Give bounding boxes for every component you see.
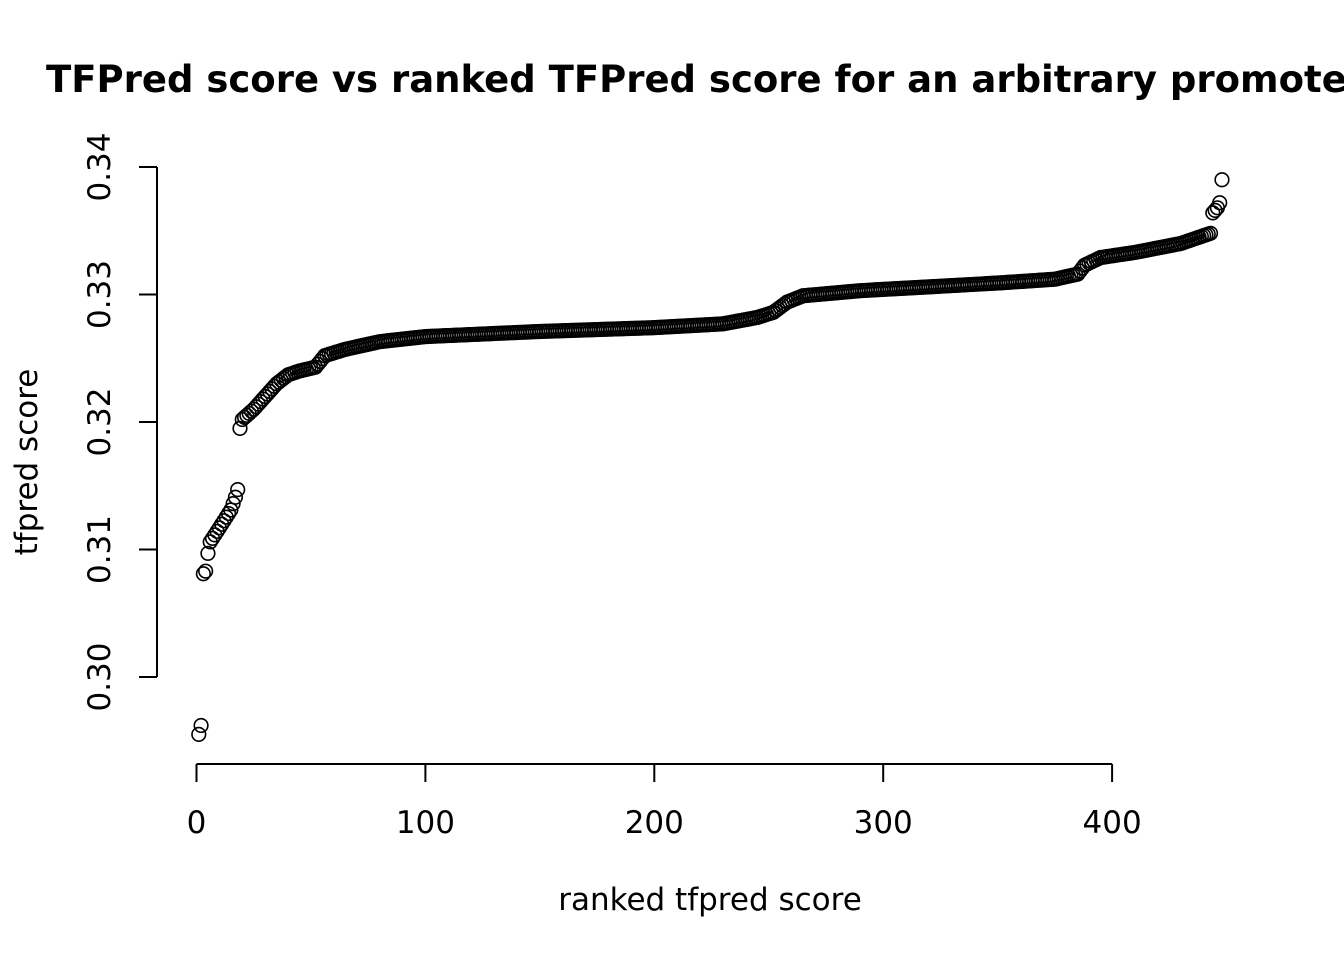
x-axis-label: ranked tfpred score (558, 882, 862, 918)
x-tick-label: 400 (1083, 805, 1142, 841)
x-tick-label: 100 (396, 805, 455, 841)
data-point (1207, 202, 1223, 218)
data-point (1214, 172, 1230, 188)
data-point (195, 566, 211, 582)
y-tick-label: 0.30 (82, 642, 118, 711)
data-point (227, 489, 244, 505)
data-point (225, 496, 241, 512)
y-tick-label: 0.32 (82, 387, 118, 456)
data-point (1202, 225, 1219, 241)
x-axis: 0 100 200 300 400 (187, 763, 1142, 841)
x-tick-label: 200 (625, 805, 684, 841)
y-axis: 0.30 0.31 0.32 0.33 0.34 (82, 132, 158, 712)
data-point (191, 726, 207, 742)
chart-title: TFPred score vs ranked TFPred score for … (46, 58, 1344, 101)
data-points (191, 172, 1230, 742)
y-axis-ticks: 0.30 0.31 0.32 0.33 0.34 (82, 132, 157, 712)
data-point (193, 717, 209, 734)
x-tick-label: 0 (187, 805, 207, 841)
data-point (220, 505, 237, 522)
data-point (230, 481, 246, 498)
data-point (198, 563, 214, 579)
data-point (1212, 195, 1228, 211)
x-tick-label: 300 (854, 805, 913, 841)
y-tick-label: 0.34 (82, 132, 118, 201)
x-axis-ticks: 0 100 200 300 400 (187, 764, 1142, 841)
data-point (1205, 205, 1221, 221)
y-tick-label: 0.31 (82, 515, 118, 584)
y-tick-label: 0.33 (82, 260, 118, 329)
y-axis-label: tfpred score (9, 369, 45, 556)
data-point (200, 545, 216, 561)
